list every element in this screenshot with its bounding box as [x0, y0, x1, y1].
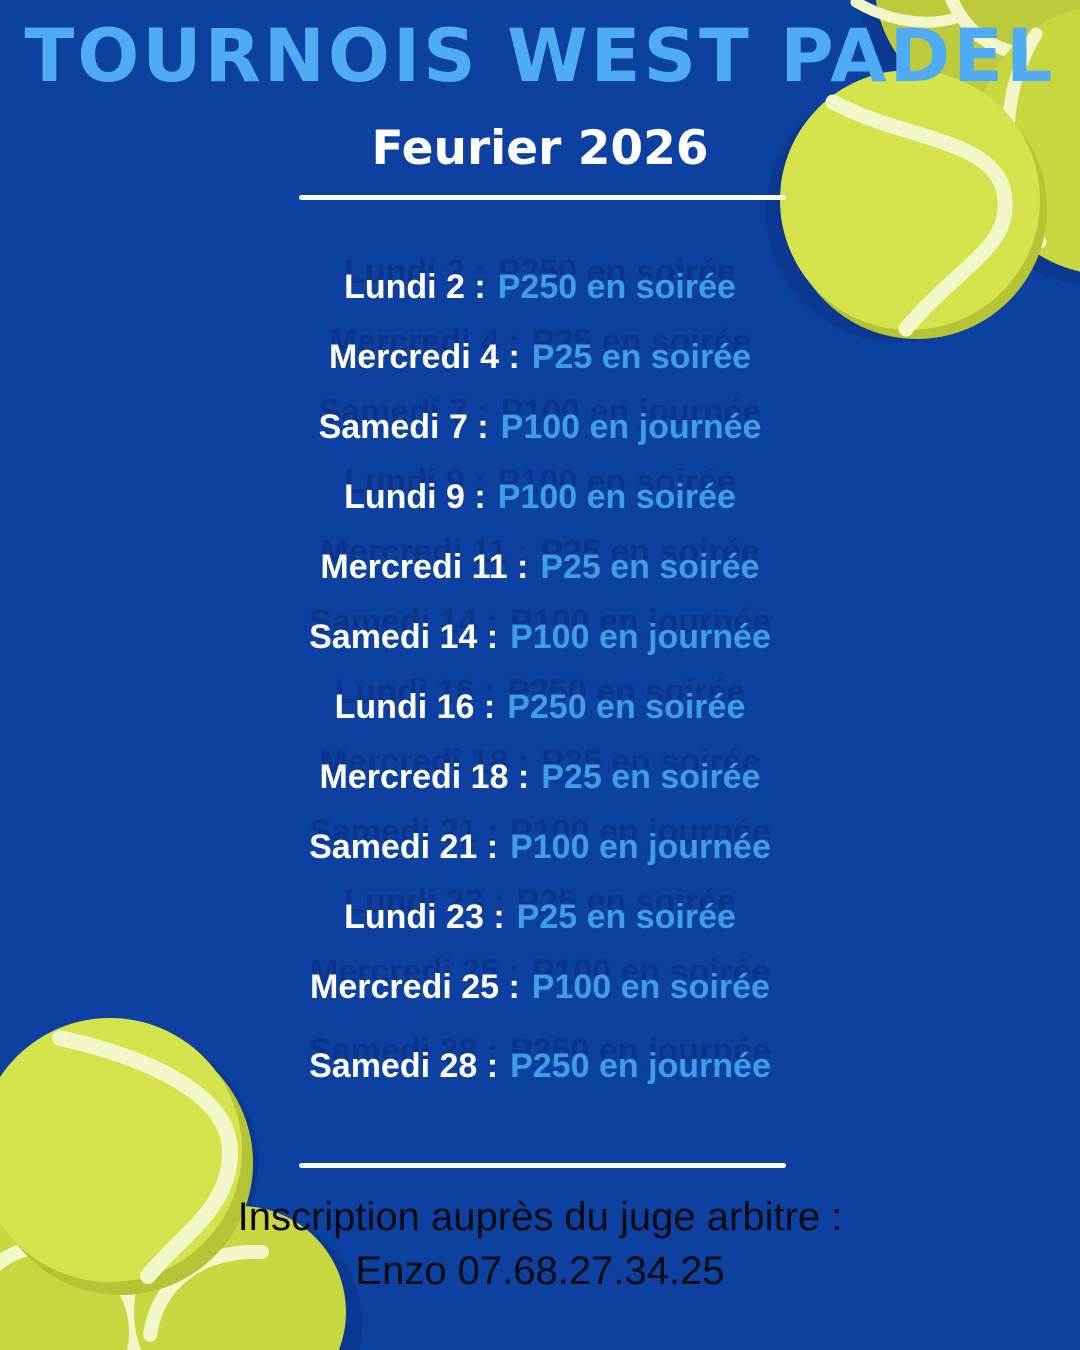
- schedule-day: Samedi 28 :: [309, 1047, 499, 1085]
- schedule-day: Mercredi 4 :: [328, 338, 520, 376]
- schedule-row: Lundi 2 : P250 en soirée: [0, 252, 1080, 322]
- schedule-event: P250 en journée: [510, 1047, 771, 1085]
- schedule-row: Mercredi 25 : P100 en soirée: [0, 952, 1080, 1022]
- schedule-day: Mercredi 18 :: [319, 758, 530, 796]
- top-divider-line: [299, 195, 786, 200]
- schedule-event: P25 en soirée: [541, 758, 761, 796]
- tournament-schedule-list: Lundi 2 : P250 en soirée Mercredi 4 : P25 …: [0, 252, 1080, 1101]
- schedule-day: Samedi 7 :: [318, 408, 489, 446]
- schedule-day: Samedi 21 :: [309, 828, 499, 866]
- schedule-day: Mercredi 25 :: [310, 968, 520, 1006]
- schedule-row: Samedi 28 : P250 en journée: [0, 1031, 1080, 1101]
- tennis-ball-icon: [0, 1018, 253, 1295]
- schedule-event: P25 en soirée: [516, 898, 736, 936]
- schedule-event: P100 en journée: [510, 828, 771, 866]
- schedule-day: Lundi 16 :: [334, 688, 496, 726]
- registration-phone: Enzo 07.68.27.34.25: [355, 1249, 725, 1293]
- schedule-row: Mercredi 18 : P25 en soirée: [0, 742, 1080, 812]
- schedule-event: P25 en soirée: [540, 548, 760, 586]
- schedule-event: P250 en soirée: [507, 688, 746, 726]
- schedule-day: Mercredi 11 :: [320, 548, 529, 586]
- schedule-event: P250 en soirée: [497, 268, 736, 306]
- schedule-event: P100 en journée: [510, 618, 771, 656]
- schedule-event: P100 en soirée: [531, 968, 770, 1006]
- schedule-row: Lundi 16 : P250 en soirée: [0, 672, 1080, 742]
- schedule-row: Samedi 14 : P100 en journée: [0, 602, 1080, 672]
- schedule-day: Samedi 14 :: [309, 618, 499, 656]
- schedule-row: Samedi 21 : P100 en journée: [0, 812, 1080, 882]
- month-subtitle: Feurier 2026: [371, 121, 709, 176]
- tennis-balls-bottom-left-graphic: [0, 1018, 362, 1350]
- schedule-row: Mercredi 4 : P25 en soirée: [0, 322, 1080, 392]
- schedule-row: Lundi 23 : P25 en soirée: [0, 882, 1080, 952]
- schedule-event: P100 en soirée: [497, 478, 736, 516]
- schedule-day: Lundi 9 :: [344, 478, 486, 516]
- bottom-divider-line: [299, 1163, 786, 1168]
- schedule-row: Lundi 9 : P100 en soirée: [0, 462, 1080, 532]
- tennis-ball-icon: [780, 70, 1047, 339]
- schedule-day: Lundi 2 :: [344, 268, 486, 306]
- schedule-row: Samedi 7 : P100 en journée: [0, 392, 1080, 462]
- schedule-row: Mercredi 11 : P25 en soirée: [0, 532, 1080, 602]
- schedule-event: P25 en soirée: [531, 338, 752, 376]
- schedule-event: P100 en journée: [500, 408, 762, 446]
- tennis-balls-top-right-graphic: [766, 0, 1080, 342]
- schedule-day: Lundi 23 :: [344, 898, 505, 936]
- registration-line: Inscription auprès du juge arbitre :: [237, 1195, 843, 1239]
- page-title: TOURNOIS WEST PADEL: [24, 14, 1056, 99]
- registration-info: Inscription auprès du juge arbitre : Enz…: [0, 1190, 1080, 1298]
